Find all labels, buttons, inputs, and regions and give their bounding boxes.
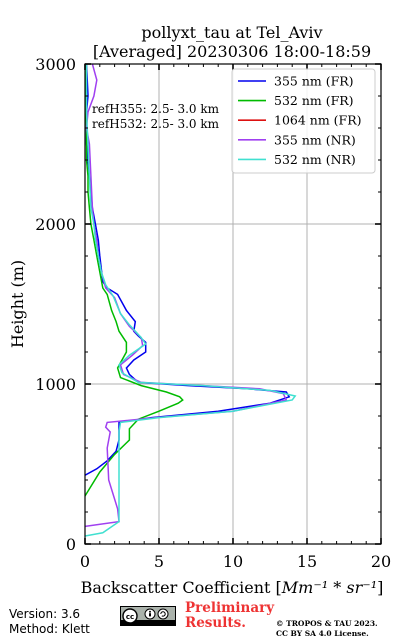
ref-height-355: refH355: 2.5- 3.0 km xyxy=(92,102,220,116)
copyright-line-1: © TROPOS & TAU 2023. xyxy=(276,619,378,628)
legend: 355 nm (FR) 532 nm (FR) 1064 nm (FR) 355 nm… xyxy=(231,68,376,174)
legend-label-3: 355 nm (NR) xyxy=(274,132,356,147)
preliminary-line-1: Preliminary xyxy=(185,600,275,616)
x-tick-label: 10 xyxy=(223,552,243,571)
cc-by-sa-icon: cc xyxy=(120,606,176,626)
svg-text:cc: cc xyxy=(126,613,134,621)
legend-label-4: 532 nm (NR) xyxy=(274,152,356,167)
copyright-notice: © TROPOS & TAU 2023. CC BY SA 4.0 Licens… xyxy=(276,619,378,638)
version-label: Version: 3.6 xyxy=(9,607,81,621)
y-axis-label: Height (m) xyxy=(8,260,27,348)
x-tick-label: 5 xyxy=(154,552,164,571)
y-tick-label: 0 xyxy=(66,535,76,554)
method-label: Method: Klett xyxy=(9,622,90,636)
axis-ticks xyxy=(84,63,382,545)
legend-box xyxy=(231,68,376,174)
ref-height-532: refH532: 2.5- 3.0 km xyxy=(92,117,220,131)
series-line-1 xyxy=(85,64,184,499)
y-tick-label: 1000 xyxy=(35,375,76,394)
y-tick-label: 2000 xyxy=(35,215,76,234)
legend-label-2: 1064 nm (FR) xyxy=(274,113,362,128)
y-tick-label: 3000 xyxy=(35,55,76,74)
preliminary-results-notice: Preliminary Results. xyxy=(185,601,274,631)
x-tick-label: 20 xyxy=(371,552,391,571)
legend-label-1: 532 nm (FR) xyxy=(274,93,354,108)
series-layer xyxy=(85,64,297,537)
x-tick-label: 0 xyxy=(80,552,90,571)
x-tick-label: 15 xyxy=(297,552,317,571)
chart-subtitle: [Averaged] 20230306 18:00-18:59 xyxy=(93,42,371,61)
tick-labels: 0 5 10 15 20 0 1000 2000 3000 xyxy=(35,55,391,571)
series-line-4 xyxy=(85,64,297,537)
chart-title: pollyxt_tau at Tel_Aviv xyxy=(141,23,322,42)
x-axis-label: Backscatter Coefficient [Mm⁻¹ * sr⁻¹] xyxy=(81,578,384,597)
legend-label-0: 355 nm (FR) xyxy=(274,74,354,89)
copyright-line-2: CC BY SA 4.0 License. xyxy=(276,628,369,638)
preliminary-line-2: Results. xyxy=(185,615,246,631)
